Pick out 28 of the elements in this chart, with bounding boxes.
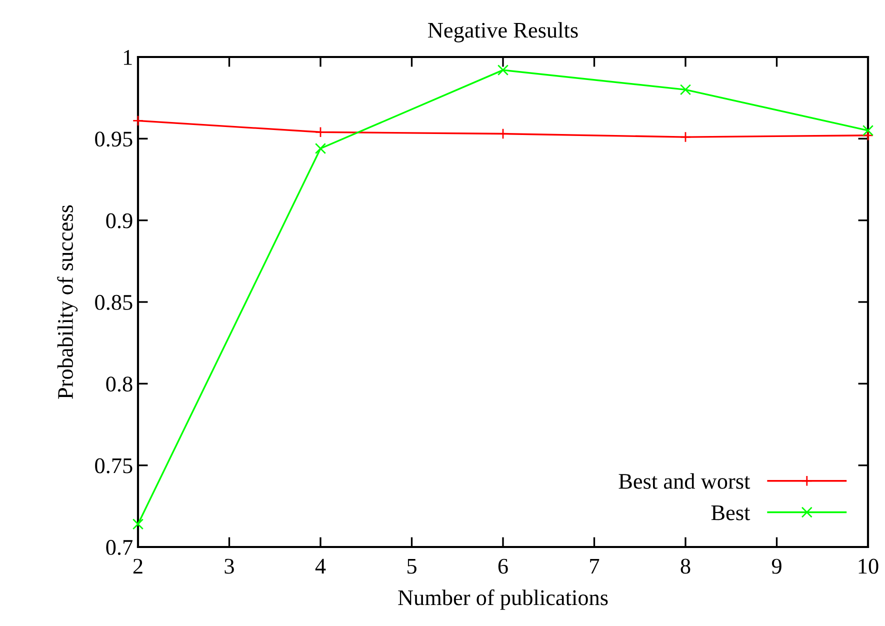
y-tick-label: 0.8 [106, 376, 132, 392]
chart-title: Negative Results [428, 22, 578, 42]
point [132, 518, 144, 530]
point [680, 131, 692, 143]
x-tick-label: 7 [590, 558, 600, 574]
y-tick-label: 0.9 [106, 213, 132, 228]
x-tick-label: 10 [858, 558, 878, 574]
legend-label: Best and worst [618, 473, 750, 489]
x-tick-label: 4 [315, 558, 326, 574]
point [497, 64, 509, 76]
x-tick-label: 6 [498, 558, 508, 574]
x-tick-label: 9 [772, 558, 782, 574]
point [314, 142, 326, 154]
y-tick-label: 1 [124, 50, 132, 65]
legend-label: Best [711, 505, 750, 520]
y-tick-label: 0.7 [106, 540, 132, 556]
point [862, 124, 874, 136]
x-tick-label: 2 [133, 558, 142, 574]
y-tick-label: 0.85 [95, 294, 132, 310]
point [680, 84, 692, 96]
y-tick-label: 0.75 [95, 458, 132, 474]
x-tick-label: 3 [224, 558, 234, 574]
point [132, 115, 144, 126]
x-tick-label: 8 [680, 558, 690, 574]
x-tick-label: 5 [407, 558, 416, 574]
x-axis-title: Number of publications [398, 589, 608, 610]
y-tick-label: 0.95 [95, 132, 132, 147]
y-axis-title: Probability of success [57, 205, 78, 399]
